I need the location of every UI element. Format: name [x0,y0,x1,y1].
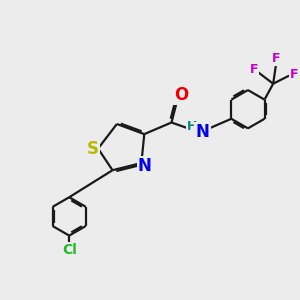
Text: N: N [138,158,152,175]
Text: H: H [187,120,198,133]
Text: F: F [272,52,280,65]
Text: F: F [290,68,298,81]
Text: Cl: Cl [62,243,76,257]
Text: S: S [87,140,99,158]
Text: F: F [250,63,258,76]
Text: N: N [196,123,210,141]
Text: O: O [175,86,189,104]
